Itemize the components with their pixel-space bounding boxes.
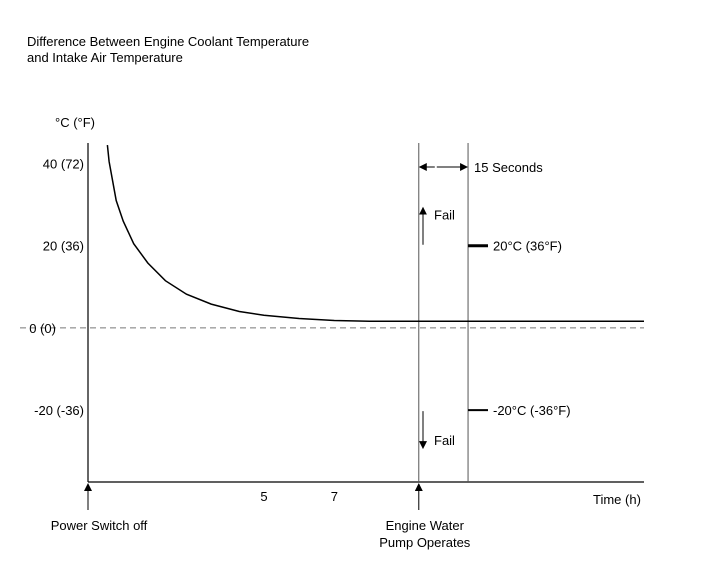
y-axis-label: °C (°F) (55, 115, 95, 130)
x-tick-label: 5 (260, 489, 267, 504)
x-tick-label: 7 (331, 489, 338, 504)
power-switch-off-label: Power Switch off (51, 518, 148, 533)
y-tick-label: 0 (0) (29, 321, 56, 336)
x-axis-label: Time (h) (593, 492, 641, 507)
pump-operates-label-line-1: Engine Water (386, 518, 465, 533)
y-tick-label: 40 (72) (43, 157, 84, 172)
y-tick-label: 20 (36) (43, 239, 84, 254)
threshold-label-lower: -20°C (-36°F) (493, 403, 571, 418)
fail-label-lower: Fail (434, 433, 455, 448)
threshold-label-upper: 20°C (36°F) (493, 239, 562, 254)
fail-label-upper: Fail (434, 208, 455, 223)
pump-operates-label-line-2: Pump Operates (379, 535, 471, 550)
interval-label: 15 Seconds (474, 160, 543, 175)
series-line (106, 145, 644, 323)
y-tick-label: -20 (-36) (34, 403, 84, 418)
chart-title-line-1: Difference Between Engine Coolant Temper… (27, 34, 310, 49)
chart-title: Difference Between Engine Coolant Temper… (27, 34, 309, 66)
chart-title-line-2: and Intake Air Temperature (27, 50, 183, 65)
